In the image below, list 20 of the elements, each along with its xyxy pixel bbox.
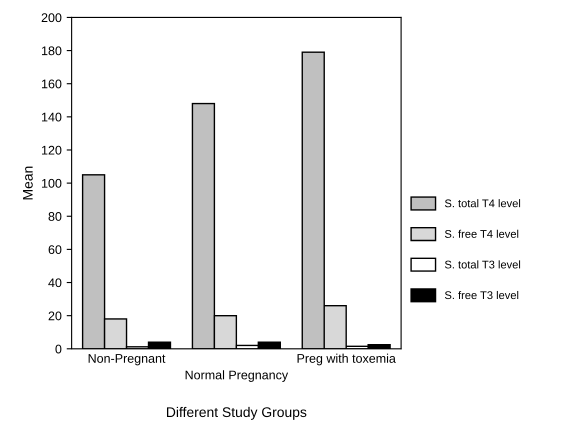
x-tick-label: Preg with toxemia bbox=[298, 354, 396, 366]
legend-label: S. total T3 level bbox=[444, 260, 520, 268]
y-tick-label: 140 bbox=[42, 112, 62, 122]
y-tick-label: 40 bbox=[48, 278, 62, 288]
y-tick-label: 180 bbox=[42, 46, 62, 56]
y-tick-label: 80 bbox=[48, 212, 62, 221]
y-tick-label: 20 bbox=[48, 311, 62, 320]
y-tick-label: 100 bbox=[42, 178, 62, 188]
legend-label: S. free T3 level bbox=[444, 290, 518, 300]
y-tick-label: 160 bbox=[42, 80, 62, 88]
y-tick-label: 200 bbox=[42, 13, 62, 22]
x-tick-label: Non-Pregnant bbox=[88, 354, 166, 366]
y-tick-label: 60 bbox=[48, 245, 62, 254]
y-tick-label: 0 bbox=[55, 344, 62, 354]
x-axis-title: Different Study Groups bbox=[166, 406, 306, 420]
legend-label: S. total T4 level bbox=[444, 199, 520, 208]
y-tick-label: 120 bbox=[42, 146, 62, 155]
x-tick-label: Normal Pregnancy bbox=[186, 370, 288, 382]
legend-label: S. free T4 level bbox=[444, 230, 518, 238]
y-axis-title: Mean bbox=[23, 166, 33, 200]
